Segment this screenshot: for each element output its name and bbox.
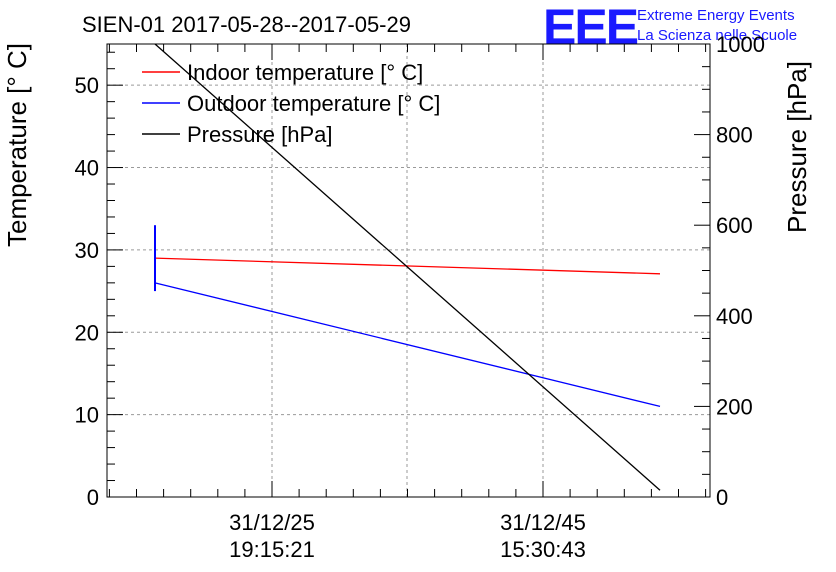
y-axis-title: Temperature [° C] bbox=[2, 43, 32, 247]
legend-label-1: Outdoor temperature [° C] bbox=[187, 91, 440, 116]
y-tick-label: 0 bbox=[87, 485, 99, 510]
eee-logo: EEE Extreme Energy Events La Scienza nel… bbox=[543, 0, 797, 55]
y2-tick-label: 600 bbox=[716, 213, 753, 238]
series-line-1 bbox=[154, 282, 661, 408]
x-tick-label-time: 19:15:21 bbox=[229, 537, 315, 562]
chart-title: SIEN-01 2017-05-28--2017-05-29 bbox=[82, 12, 411, 37]
y-tick-label: 30 bbox=[75, 238, 99, 263]
eee-logo-line1: Extreme Energy Events bbox=[637, 7, 795, 24]
y2-tick-label: 800 bbox=[716, 123, 753, 148]
legend-label-2: Pressure [hPa] bbox=[187, 122, 333, 147]
eee-logo-mark: EEE bbox=[543, 0, 638, 55]
axes-layer: 0 10 20 30 40 50 0 200 400 600 800 1000 31/12/2519:1… bbox=[75, 32, 765, 562]
series-line-0 bbox=[154, 257, 661, 275]
y-tick-label: 10 bbox=[75, 403, 99, 428]
eee-logo-line2: La Scienza nelle Scuole bbox=[637, 27, 797, 44]
y-tick-label: 50 bbox=[75, 73, 99, 98]
grid bbox=[107, 44, 710, 497]
x-tick-label-time: 15:30:43 bbox=[500, 537, 586, 562]
y-tick-label: 20 bbox=[75, 320, 99, 345]
x-tick-label-date: 31/12/25 bbox=[229, 510, 315, 535]
y2-tick-label: 1000 bbox=[716, 32, 765, 57]
series-line-2 bbox=[154, 43, 661, 491]
y2-axis-title: Pressure [hPa] bbox=[782, 61, 812, 233]
legend: Indoor temperature [° C] Outdoor temperat… bbox=[142, 60, 440, 147]
y2-tick-label: 200 bbox=[716, 394, 753, 419]
y2-tick-label: 0 bbox=[716, 485, 728, 510]
y2-tick-label: 400 bbox=[716, 304, 753, 329]
x-tick-label-date: 31/12/45 bbox=[500, 510, 586, 535]
y-tick-label: 40 bbox=[75, 156, 99, 181]
series-layer bbox=[154, 43, 661, 491]
legend-label-0: Indoor temperature [° C] bbox=[187, 60, 423, 85]
